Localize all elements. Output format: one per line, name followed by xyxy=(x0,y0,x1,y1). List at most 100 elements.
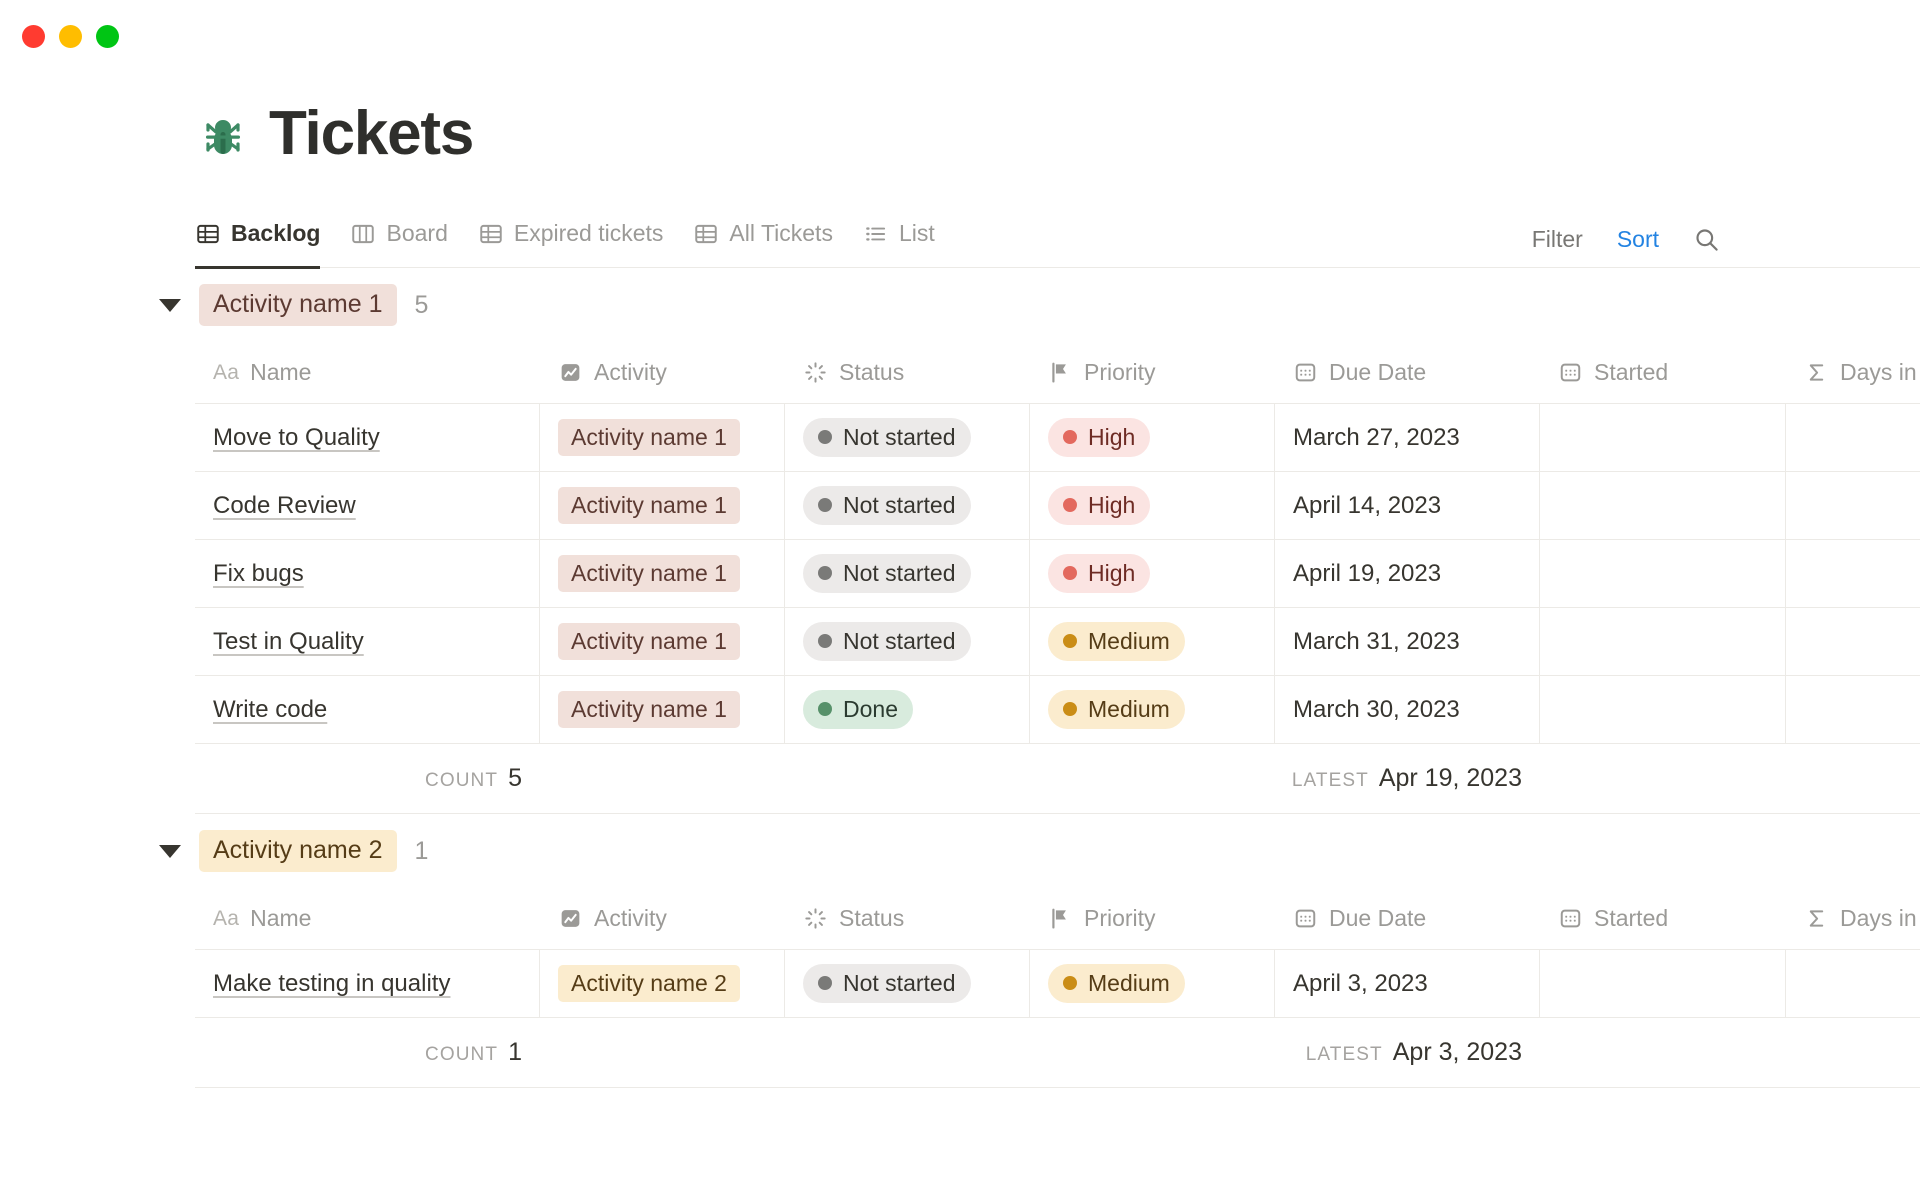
activity-tag[interactable]: Activity name 1 xyxy=(558,554,740,593)
summary-status[interactable] xyxy=(785,744,1030,813)
caret-down-icon[interactable] xyxy=(159,844,181,858)
table-row[interactable]: Move to Quality Activity name 1 Not starte… xyxy=(195,404,1920,472)
summary-count[interactable]: COUNT 1 xyxy=(195,1018,540,1087)
table-row[interactable]: Fix bugs Activity name 1 Not started High Ap… xyxy=(195,540,1920,608)
cell-name[interactable]: Code Review xyxy=(195,472,540,539)
activity-tag[interactable]: Activity name 1 xyxy=(558,690,740,729)
column-header-name[interactable]: Aa Name xyxy=(195,888,540,949)
cell-priority[interactable]: Medium xyxy=(1030,608,1275,675)
cell-days-in-week[interactable] xyxy=(1786,472,1920,539)
summary-latest[interactable]: LATEST Apr 3, 2023 xyxy=(1275,1018,1540,1087)
row-title-link[interactable]: Write code xyxy=(213,695,328,723)
cell-activity[interactable]: Activity name 1 xyxy=(540,676,785,743)
tab-backlog[interactable]: Backlog xyxy=(195,212,321,269)
cell-started[interactable] xyxy=(1540,472,1786,539)
row-title-link[interactable]: Test in Quality xyxy=(213,627,364,655)
tab-expired-tickets[interactable]: Expired tickets xyxy=(478,212,663,267)
column-header-activity[interactable]: Activity xyxy=(540,888,785,949)
cell-status[interactable]: Not started xyxy=(785,540,1030,607)
cell-days-in-week[interactable] xyxy=(1786,540,1920,607)
cell-priority[interactable]: High xyxy=(1030,472,1275,539)
cell-activity[interactable]: Activity name 2 xyxy=(540,950,785,1017)
filter-button[interactable]: Filter xyxy=(1531,226,1583,252)
summary-started[interactable] xyxy=(1540,744,1786,813)
column-header-status[interactable]: Status xyxy=(785,888,1030,949)
cell-activity[interactable]: Activity name 1 xyxy=(540,472,785,539)
summary-priority[interactable] xyxy=(1030,744,1275,813)
column-header-priority[interactable]: Priority xyxy=(1030,888,1275,949)
cell-activity[interactable]: Activity name 1 xyxy=(540,540,785,607)
column-header-due[interactable]: Due Date xyxy=(1275,888,1540,949)
caret-down-icon[interactable] xyxy=(159,298,181,312)
priority-badge[interactable]: High xyxy=(1048,485,1151,526)
cell-activity[interactable]: Activity name 1 xyxy=(540,404,785,471)
cell-priority[interactable]: High xyxy=(1030,404,1275,471)
sort-button[interactable]: Sort xyxy=(1616,226,1659,252)
cell-name[interactable]: Fix bugs xyxy=(195,540,540,607)
cell-due-date[interactable]: April 3, 2023 xyxy=(1275,950,1540,1017)
column-header-started[interactable]: Started xyxy=(1540,342,1786,403)
cell-status[interactable]: Not started xyxy=(785,472,1030,539)
tab-list[interactable]: List xyxy=(863,212,935,267)
cell-due-date[interactable]: April 14, 2023 xyxy=(1275,472,1540,539)
cell-name[interactable]: Move to Quality xyxy=(195,404,540,471)
table-row[interactable]: Write code Activity name 1 Done Medium March… xyxy=(195,676,1920,744)
priority-badge[interactable]: High xyxy=(1048,417,1151,458)
close-button[interactable] xyxy=(22,24,45,48)
cell-activity[interactable]: Activity name 1 xyxy=(540,608,785,675)
cell-started[interactable] xyxy=(1540,676,1786,743)
search-icon[interactable] xyxy=(1693,226,1720,253)
cell-due-date[interactable]: March 27, 2023 xyxy=(1275,404,1540,471)
cell-started[interactable] xyxy=(1540,950,1786,1017)
summary-activity[interactable] xyxy=(540,1018,785,1087)
table-row[interactable]: Code Review Activity name 1 Not started Hig… xyxy=(195,472,1920,540)
maximize-button[interactable] xyxy=(96,24,119,48)
priority-badge[interactable]: High xyxy=(1048,553,1151,594)
group-title-pill[interactable]: Activity name 2 xyxy=(199,830,397,872)
cell-name[interactable]: Test in Quality xyxy=(195,608,540,675)
priority-badge[interactable]: Medium xyxy=(1048,621,1185,662)
column-header-due[interactable]: Due Date xyxy=(1275,342,1540,403)
summary-priority[interactable] xyxy=(1030,1018,1275,1087)
status-badge[interactable]: Not started xyxy=(803,553,971,594)
column-header-started[interactable]: Started xyxy=(1540,888,1786,949)
row-title-link[interactable]: Fix bugs xyxy=(213,559,304,587)
summary-days[interactable] xyxy=(1786,744,1920,813)
activity-tag[interactable]: Activity name 2 xyxy=(558,964,740,1003)
summary-days[interactable] xyxy=(1786,1018,1920,1087)
status-badge[interactable]: Done xyxy=(803,689,913,730)
column-header-status[interactable]: Status xyxy=(785,342,1030,403)
cell-due-date[interactable]: March 31, 2023 xyxy=(1275,608,1540,675)
column-header-name[interactable]: Aa Name xyxy=(195,342,540,403)
group-title-pill[interactable]: Activity name 1 xyxy=(199,284,397,326)
status-badge[interactable]: Not started xyxy=(803,485,971,526)
status-badge[interactable]: Not started xyxy=(803,417,971,458)
status-badge[interactable]: Not started xyxy=(803,963,971,1004)
table-row[interactable]: Test in Quality Activity name 1 Not starte… xyxy=(195,608,1920,676)
minimize-button[interactable] xyxy=(59,24,82,48)
row-title-link[interactable]: Code Review xyxy=(213,491,356,519)
cell-days-in-week[interactable] xyxy=(1786,404,1920,471)
column-header-priority[interactable]: Priority xyxy=(1030,342,1275,403)
cell-priority[interactable]: Medium xyxy=(1030,676,1275,743)
cell-started[interactable] xyxy=(1540,404,1786,471)
column-header-days[interactable]: Days in we xyxy=(1786,888,1920,949)
column-header-days[interactable]: Days in we xyxy=(1786,342,1920,403)
activity-tag[interactable]: Activity name 1 xyxy=(558,486,740,525)
cell-due-date[interactable]: March 30, 2023 xyxy=(1275,676,1540,743)
tab-all-tickets[interactable]: All Tickets xyxy=(693,212,833,267)
summary-activity[interactable] xyxy=(540,744,785,813)
row-title-link[interactable]: Move to Quality xyxy=(213,423,380,451)
priority-badge[interactable]: Medium xyxy=(1048,689,1185,730)
cell-name[interactable]: Make testing in quality xyxy=(195,950,540,1017)
cell-status[interactable]: Not started xyxy=(785,608,1030,675)
activity-tag[interactable]: Activity name 1 xyxy=(558,418,740,457)
cell-status[interactable]: Not started xyxy=(785,404,1030,471)
cell-priority[interactable]: High xyxy=(1030,540,1275,607)
cell-due-date[interactable]: April 19, 2023 xyxy=(1275,540,1540,607)
cell-status[interactable]: Not started xyxy=(785,950,1030,1017)
cell-name[interactable]: Write code xyxy=(195,676,540,743)
cell-status[interactable]: Done xyxy=(785,676,1030,743)
priority-badge[interactable]: Medium xyxy=(1048,963,1185,1004)
summary-latest[interactable]: LATEST Apr 19, 2023 xyxy=(1275,744,1540,813)
